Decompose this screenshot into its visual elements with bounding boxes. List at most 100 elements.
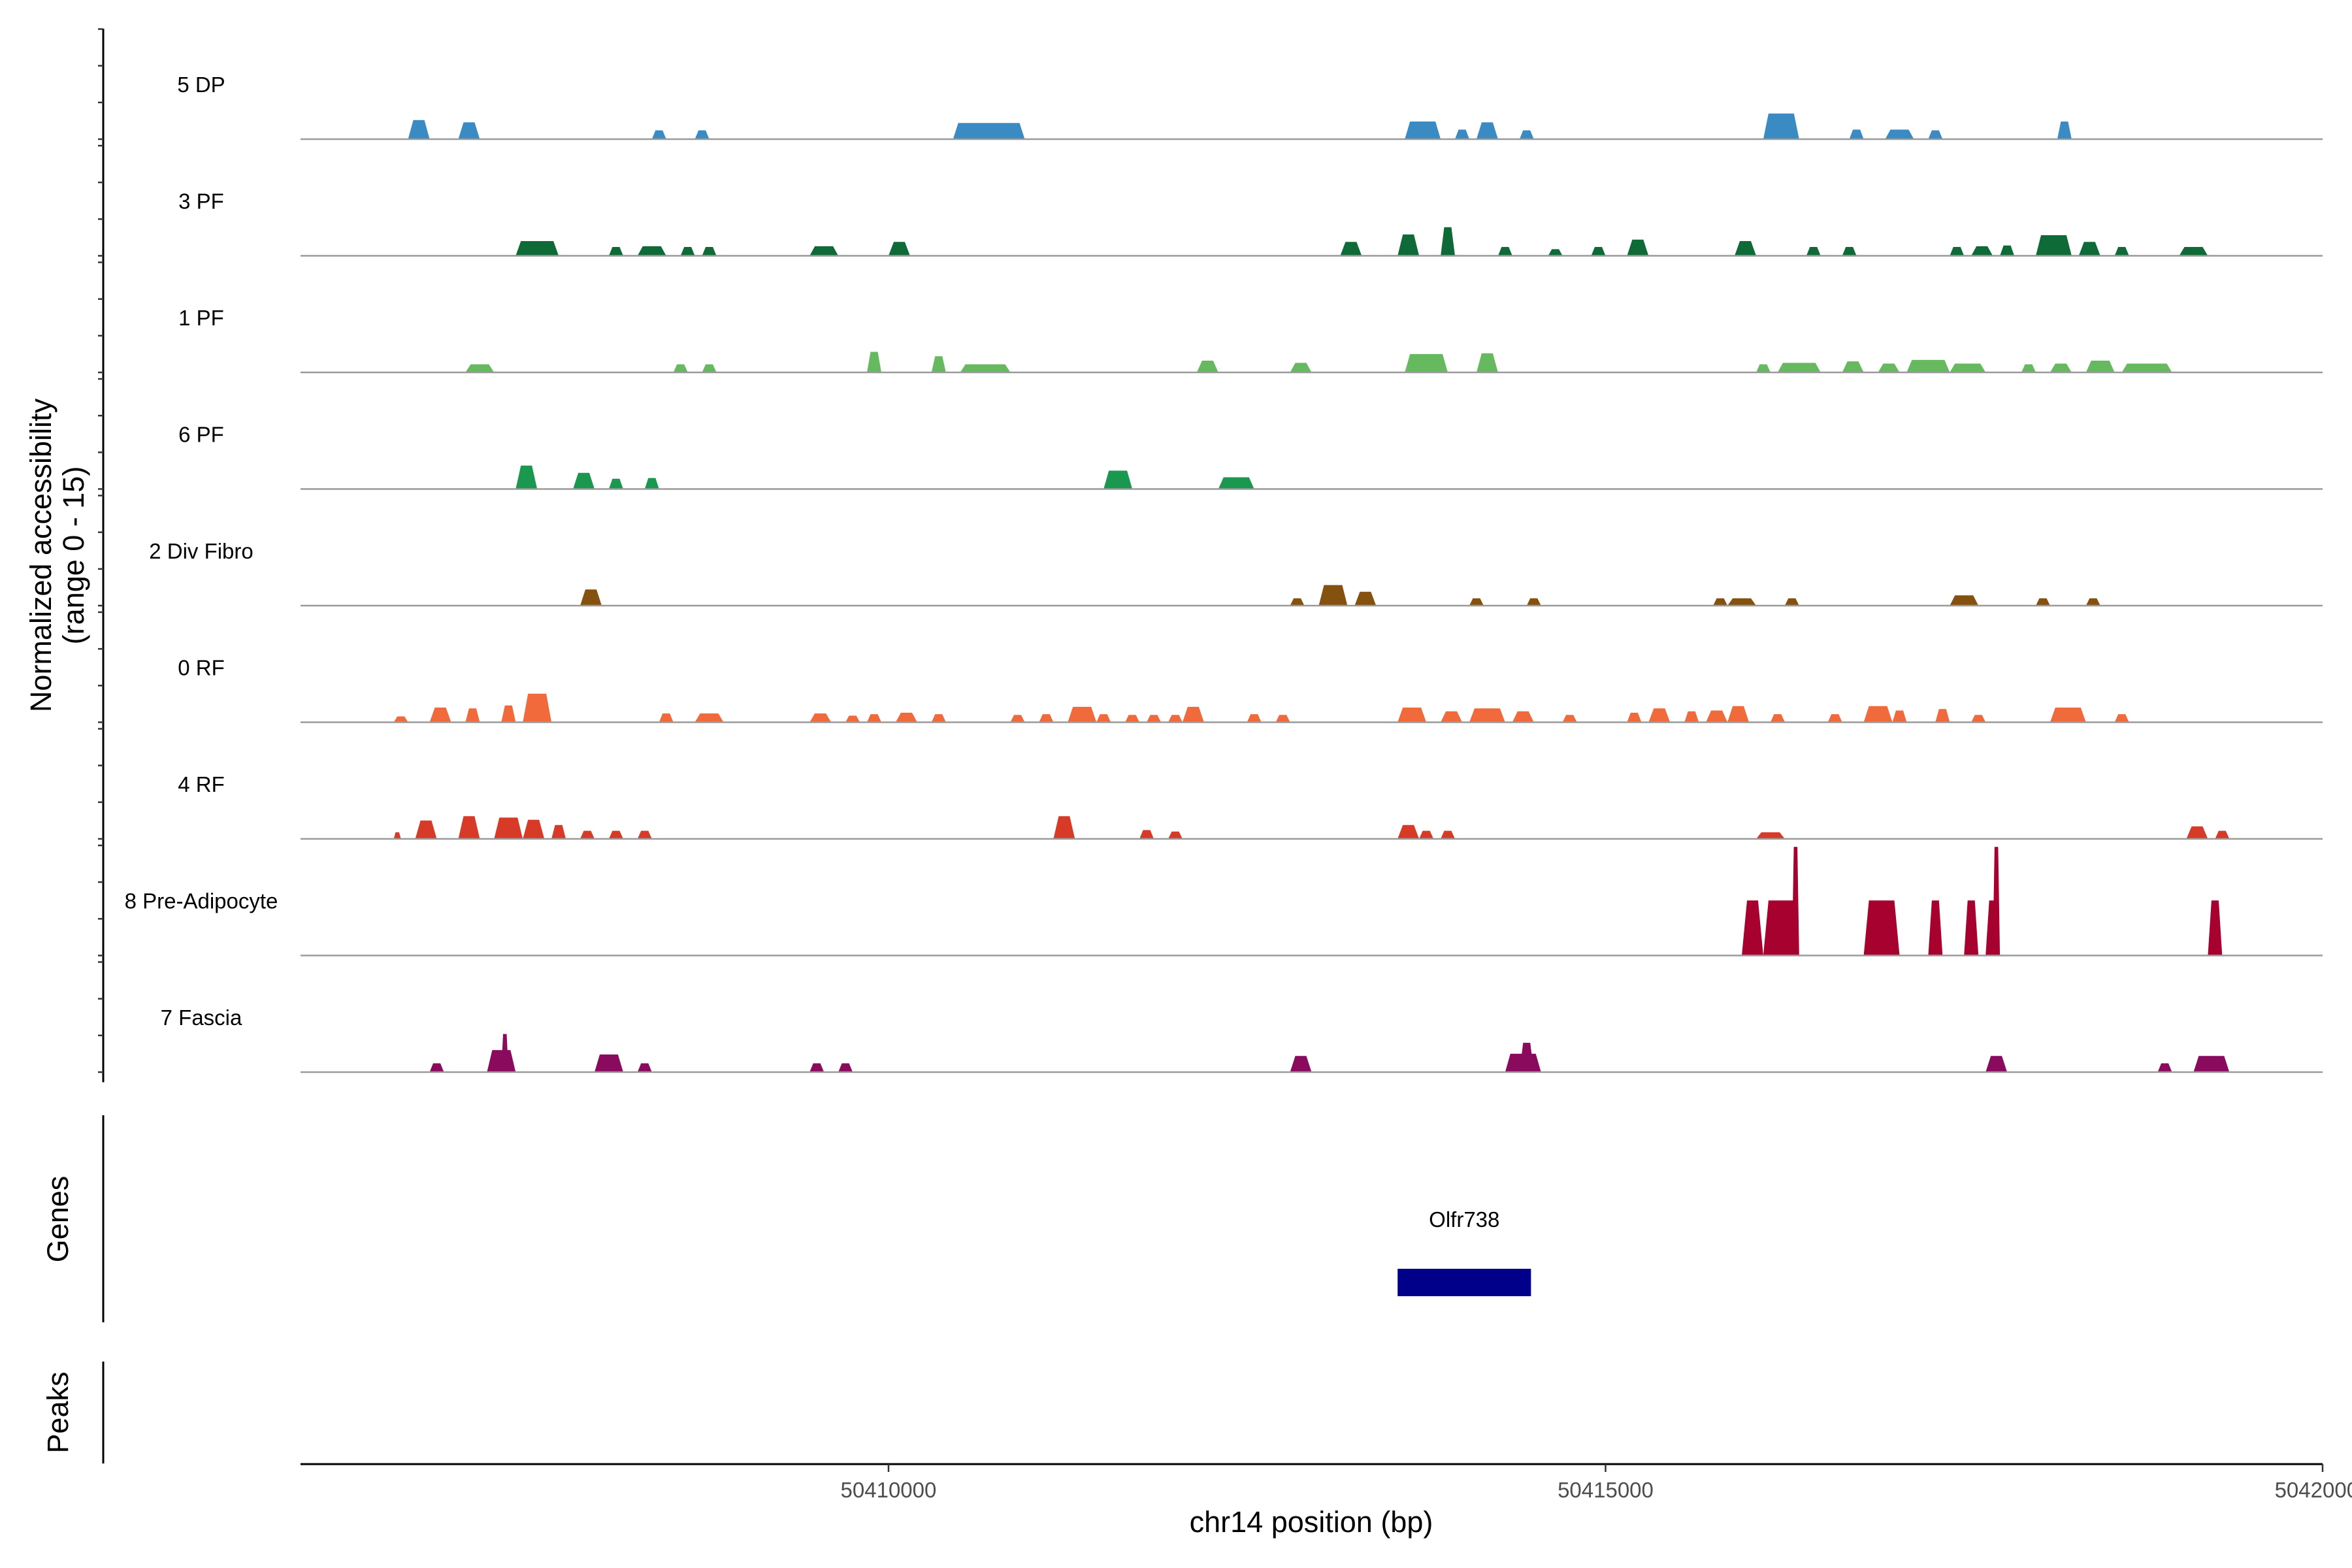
- track-0-rf: 0 RF: [178, 656, 2323, 723]
- coverage-peak: [1247, 714, 1262, 723]
- coverage-peak: [1727, 706, 1749, 723]
- coverage-peak: [1476, 353, 1498, 372]
- coverage-peak: [2036, 235, 2072, 256]
- coverage-peak: [1713, 598, 1728, 606]
- coverage-peak: [1182, 706, 1204, 723]
- coverage-peak: [2215, 830, 2230, 839]
- track-label: 5 DP: [177, 73, 225, 97]
- coverage-peak: [1526, 598, 1541, 606]
- coverage-peak: [1405, 122, 1441, 139]
- coverage-peak: [1985, 1056, 2008, 1072]
- coverage-peak: [637, 830, 652, 839]
- coverage-peak: [1218, 477, 1254, 489]
- coverage-peak: [2057, 122, 2072, 139]
- coverage-peak: [2157, 1063, 2172, 1072]
- coverage-peak: [1648, 708, 1671, 723]
- coverage-peak: [1763, 900, 1799, 956]
- track-label: 1 PF: [178, 306, 224, 330]
- coverage-peak: [2121, 363, 2172, 372]
- track-6-pf: 6 PF: [178, 423, 2323, 490]
- coverage-peak: [1519, 130, 1534, 139]
- coverage-peak: [1827, 714, 1842, 723]
- coverage-peak: [1993, 847, 2001, 956]
- coverage-peak: [1039, 714, 1054, 723]
- coverage-peak: [523, 819, 545, 839]
- coverage-peak: [1068, 706, 1097, 723]
- coverage-peak: [1340, 242, 1362, 256]
- coverage-peak: [1684, 711, 1699, 723]
- coverage-peak: [809, 246, 839, 256]
- genes-panel-title: Genes: [41, 1176, 74, 1263]
- coverage-peak: [637, 1063, 652, 1072]
- coverage-peak: [1290, 598, 1305, 606]
- coverage-peak: [1548, 249, 1563, 256]
- track-label: 4 RF: [178, 772, 225, 796]
- coverage-peak: [1863, 900, 1900, 956]
- coverage-peak: [1290, 363, 1312, 372]
- coverage-peak: [494, 817, 523, 839]
- track-label: 8 Pre-Adipocyte: [125, 889, 278, 913]
- coverage-peak: [651, 130, 666, 139]
- track-2-div-fibro: 2 Div Fibro: [149, 539, 2323, 607]
- coverage-peak: [1318, 585, 1348, 606]
- coverage-peak: [608, 478, 623, 489]
- coverage-peak: [2078, 242, 2100, 256]
- coverage-peak: [1139, 830, 1154, 839]
- coverage-peak: [1950, 595, 1979, 606]
- coverage-peak: [1935, 709, 1950, 723]
- coverage-peak: [1791, 847, 1799, 956]
- coverage-peak: [1168, 715, 1183, 723]
- track-label: 3 PF: [178, 189, 224, 214]
- coverage-peak: [931, 714, 946, 723]
- coverage-peak: [2114, 247, 2129, 256]
- coverage-peak: [2179, 247, 2208, 256]
- coverage-peak: [580, 589, 602, 606]
- coverage-peak: [465, 708, 480, 723]
- coverage-peak: [1806, 247, 1821, 256]
- coverage-peak: [845, 715, 860, 723]
- coverage-peak: [2114, 714, 2129, 723]
- coverage-peak: [1971, 715, 1986, 723]
- coverage-peak: [393, 832, 401, 839]
- coverage-peak: [1742, 900, 1763, 956]
- coverage-peak: [415, 820, 437, 839]
- coverage-tracks: 5 DP 3 PF 1 PF 6 PF 2 Div Fibro 0 RF 4 RF 8 Pre…: [125, 73, 2323, 1073]
- coverage-peak: [515, 465, 538, 489]
- coverage-peak: [1849, 129, 1864, 139]
- y-axis-title-line1: Normalized accessibility: [24, 398, 57, 712]
- track-5-dp: 5 DP: [177, 73, 2323, 140]
- x-axis-title: chr14 position (bp): [1190, 1505, 1433, 1539]
- track-8-pre-adipocyte: 8 Pre-Adipocyte: [125, 847, 2323, 956]
- coverage-peak: [1627, 712, 1642, 723]
- coverage-peak: [551, 825, 566, 839]
- coverage-peak: [580, 830, 595, 839]
- coverage-peak: [501, 1034, 509, 1072]
- coverage-peak: [523, 693, 552, 723]
- coverage-peak: [408, 120, 430, 139]
- coverage-peak: [1727, 598, 1756, 606]
- x-tick-label: 50415000: [1558, 1478, 1654, 1502]
- coverage-peak: [1419, 830, 1434, 839]
- track-3-pf: 3 PF: [178, 189, 2323, 257]
- coverage-peak: [953, 123, 1025, 139]
- x-tick-label: 50410000: [841, 1478, 937, 1502]
- coverage-peak: [1756, 832, 1785, 839]
- coverage-peak: [1770, 714, 1785, 723]
- coverage-peak: [889, 242, 910, 256]
- coverage-peak: [1885, 129, 1914, 139]
- y-axis: [98, 28, 105, 1083]
- coverage-peak: [809, 713, 832, 723]
- track-label: 0 RF: [178, 656, 225, 680]
- coverage-peak: [1147, 715, 1161, 723]
- coverage-peak: [1455, 129, 1469, 139]
- coverage-peak: [1196, 361, 1218, 372]
- coverage-peak: [1125, 715, 1140, 723]
- coverage-peak: [1892, 710, 1907, 723]
- coverage-peak: [680, 247, 695, 256]
- coverage-peak: [1842, 247, 1857, 256]
- coverage-peak: [867, 351, 881, 372]
- coverage-peak: [694, 713, 724, 723]
- coverage-peak: [702, 364, 717, 372]
